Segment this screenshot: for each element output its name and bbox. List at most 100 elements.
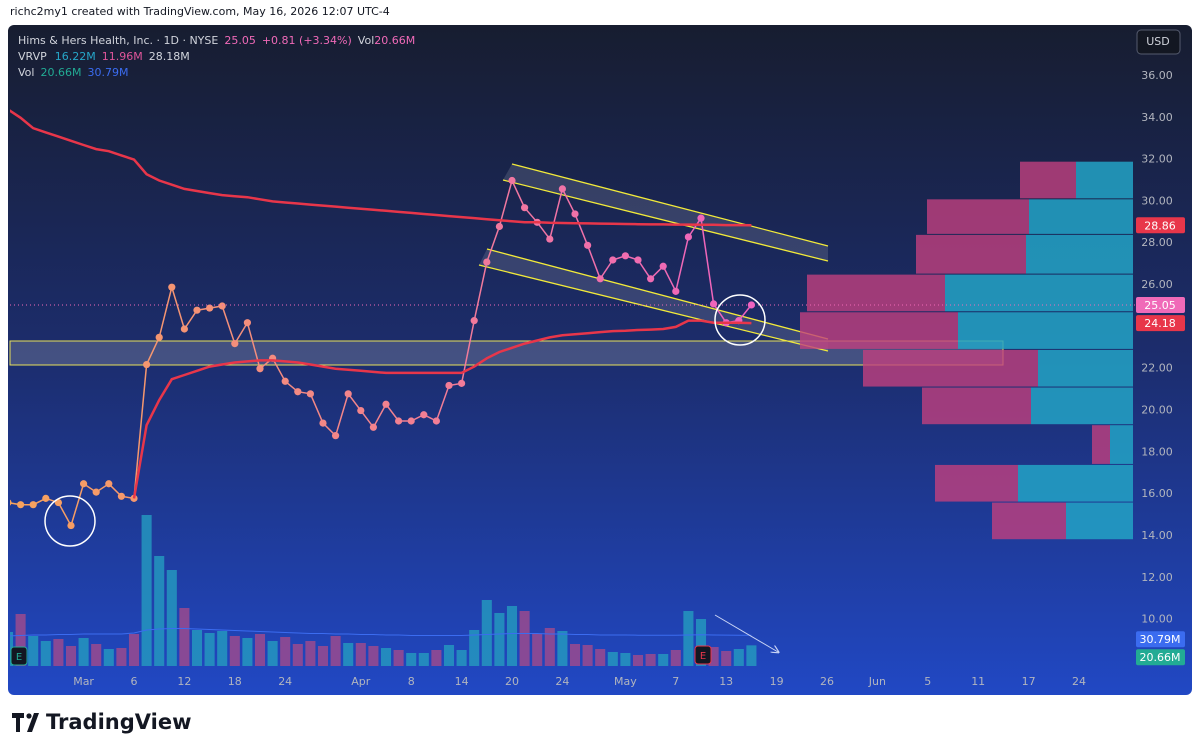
price-point (634, 256, 642, 264)
price-point (432, 417, 440, 425)
volume-bar (217, 631, 228, 666)
x-tick-label: 14 (455, 675, 469, 688)
volume-ma (10, 628, 752, 637)
price-point (17, 501, 25, 509)
x-tick-label: Mar (73, 675, 94, 688)
currency: USD (1146, 35, 1170, 48)
volume-bar (229, 636, 240, 666)
profile-up (958, 312, 1133, 349)
volume-bar (569, 644, 581, 666)
y-tick-label: 18.00 (1141, 445, 1173, 458)
last-value-label-bg (1136, 217, 1185, 234)
price-point (395, 417, 403, 425)
volume-bar (733, 649, 744, 666)
legend-vol-label: Vol (358, 34, 374, 47)
volume-bar (582, 645, 593, 666)
x-tick-label: 11 (971, 675, 985, 688)
y-tick-label: 20.00 (1141, 404, 1173, 417)
last-value-label: 24.18 (1144, 317, 1176, 330)
legend-line: VRVP 16.22M 11.96M 28.18M (18, 50, 190, 63)
profile-up (1066, 502, 1133, 540)
price-point (206, 304, 214, 312)
credit: richc2my1 created with TradingView.com, … (10, 5, 390, 18)
volume-bar (595, 649, 606, 666)
volume-bar (141, 515, 152, 666)
volume-bar (305, 641, 316, 666)
volume-bar (632, 655, 644, 666)
volume-bar (695, 619, 707, 666)
volume-bar (380, 648, 392, 666)
price-point (332, 432, 340, 440)
y-tick-label: 14.00 (1141, 529, 1173, 542)
x-tick-label: 6 (131, 675, 138, 688)
plot (10, 161, 1133, 666)
volume-bar (103, 649, 114, 666)
channel-lower (479, 249, 828, 351)
x-tick-label: Apr (351, 675, 371, 688)
y-tick-label: 26.00 (1141, 278, 1173, 291)
volume-bar (292, 644, 303, 666)
earnings-badge (694, 645, 712, 665)
price-point (407, 417, 415, 425)
price-point (105, 480, 113, 488)
legend-vol2: 20.66M (40, 66, 81, 79)
profile-up (945, 274, 1133, 312)
price-point (659, 262, 667, 270)
volume-bar (708, 647, 719, 666)
profile-up (1110, 425, 1133, 464)
price-point (684, 233, 693, 241)
channel-line (478, 264, 829, 352)
profile-up (1031, 387, 1133, 425)
price-point (143, 360, 151, 369)
volume-bar (280, 637, 291, 666)
legend-vol2-ma: 30.79M (87, 66, 128, 79)
legend-vrvp-total: 28.18M (149, 50, 190, 63)
volume-bar (393, 650, 404, 666)
price-point (747, 301, 756, 309)
legend-vrvp-down: 11.96M (102, 50, 143, 63)
y-tick-label: 10.00 (1141, 613, 1173, 626)
volume-bar (418, 653, 429, 666)
profile-down (935, 464, 1018, 502)
volume-bar (368, 646, 379, 666)
volume-bar (683, 611, 694, 666)
volume-bar (53, 639, 64, 666)
price-point (445, 381, 453, 390)
price-point (483, 258, 491, 266)
y-tick-label: 36.00 (1141, 69, 1173, 82)
volume-bar (179, 608, 190, 666)
price-point (231, 340, 239, 348)
price-point (29, 501, 37, 509)
volume-bar (506, 606, 518, 666)
price-point (193, 306, 201, 314)
volume-bar (355, 643, 366, 666)
x-tick-label: 19 (770, 675, 784, 688)
price-point (621, 252, 630, 260)
last-value-label: 25.05 (1144, 299, 1176, 312)
price-point (558, 185, 567, 193)
profile-down (927, 199, 1029, 234)
price-point (609, 256, 617, 264)
annotations-front: E E 10.00 12.00 14.00 16.00 18.00 20.00 22.00 24.… (10, 69, 1185, 688)
highlight-circle (44, 495, 96, 547)
y-tick-label: 30.00 (1141, 194, 1173, 207)
volume-bar (658, 654, 669, 666)
profile-up (1018, 464, 1133, 502)
price-point (92, 488, 100, 496)
volume-bar (28, 636, 39, 666)
price-point (420, 411, 428, 419)
volume-bar (607, 652, 618, 666)
earnings-badge (10, 646, 28, 666)
earnings-letter: E (16, 652, 22, 663)
volume-bar (267, 641, 278, 666)
x-tick-label: 24 (555, 675, 569, 688)
price-point (218, 302, 226, 310)
volume-bar (343, 643, 354, 666)
price-point (10, 499, 12, 506)
x-tick-label: 7 (672, 675, 679, 688)
volume-bar (481, 600, 492, 666)
x-tick-label: 17 (1022, 675, 1036, 688)
currency-button[interactable] (1136, 29, 1181, 55)
profile-down (800, 312, 958, 349)
